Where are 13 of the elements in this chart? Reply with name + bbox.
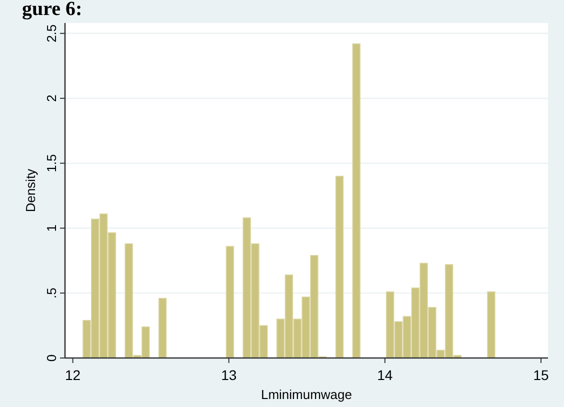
x-tick-label: 14 <box>377 367 393 383</box>
y-tick-label: .5 <box>44 288 59 298</box>
chart-title: gure 6: <box>22 0 82 20</box>
x-axis-title: Lminimumwage <box>260 387 352 402</box>
y-tick-label: 1.5 <box>44 154 59 172</box>
x-tick-label: 12 <box>65 367 81 383</box>
y-tick-label: 2.5 <box>44 24 59 42</box>
x-tick-label: 13 <box>221 367 237 383</box>
y-tick-label: 1 <box>44 224 59 232</box>
y-axis-title: Density <box>23 168 38 212</box>
y-tick-label: 2 <box>44 94 59 102</box>
y-tick-label: 0 <box>44 354 59 362</box>
x-tick-label: 15 <box>533 367 549 383</box>
